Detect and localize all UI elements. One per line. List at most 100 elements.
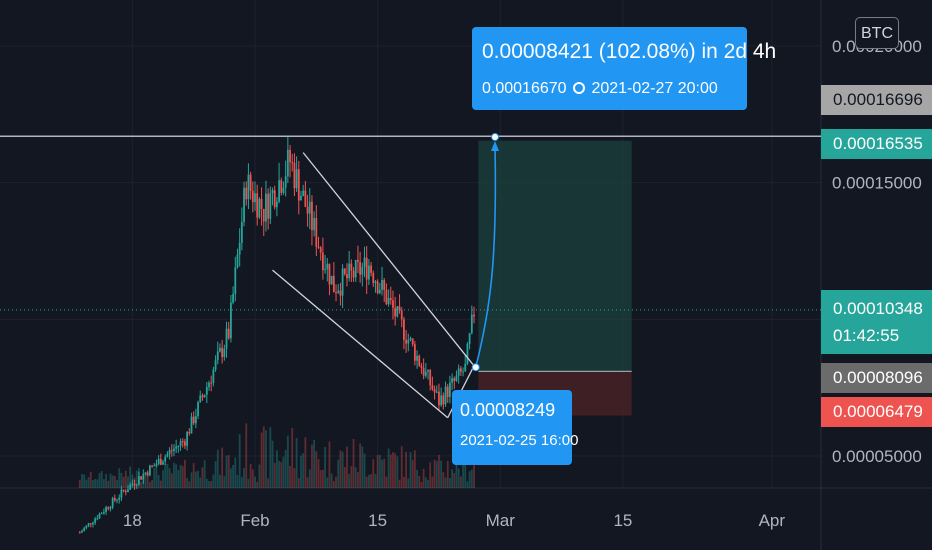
volume-bar: [85, 479, 88, 488]
volume-bar: [387, 448, 390, 488]
volume-bar: [116, 480, 118, 488]
volume-bar: [400, 446, 403, 488]
candle: [192, 416, 195, 424]
candle: [173, 448, 175, 452]
candle: [243, 187, 245, 222]
volume-bar: [370, 474, 372, 488]
candle: [267, 193, 270, 219]
candle: [184, 441, 186, 446]
volume-bar: [337, 459, 340, 488]
candle: [409, 338, 412, 340]
volume-bar: [339, 450, 342, 488]
volume-bar: [352, 439, 355, 488]
volume-bar: [214, 461, 217, 488]
volume-bar: [107, 480, 110, 488]
volume-bar: [129, 466, 132, 488]
volume-bar: [431, 476, 434, 488]
candle: [269, 193, 272, 219]
candle: [418, 355, 421, 366]
volume-bar: [286, 435, 289, 488]
volume-bar: [304, 437, 307, 488]
price-tag-value: 0.00010348: [833, 299, 923, 318]
volume-bar: [457, 468, 460, 488]
volume-bar: [111, 475, 114, 488]
candle: [396, 306, 399, 317]
candle: [278, 180, 280, 202]
volume-bar: [267, 478, 270, 488]
volume-bar: [170, 473, 173, 488]
time-axis: 18 Feb 15 Mar 15 Apr: [123, 511, 786, 530]
candle: [181, 441, 184, 443]
volume-bar: [221, 447, 224, 488]
projection-end-dot: [491, 133, 500, 142]
volume-bar: [444, 477, 447, 488]
candle: [155, 463, 158, 466]
volume-bar: [205, 478, 208, 488]
volume-bar: [378, 454, 381, 488]
candle: [162, 461, 164, 465]
volume-bar: [216, 449, 219, 488]
candle: [273, 190, 276, 208]
volume-bar: [427, 479, 429, 488]
volume-bar: [289, 465, 291, 488]
candle: [385, 289, 388, 305]
candle: [451, 378, 453, 383]
profit-zone: [478, 140, 632, 372]
symbol-button[interactable]: BTC: [855, 17, 899, 49]
candle: [328, 263, 331, 285]
volume-bar: [315, 451, 318, 488]
volume-bar: [324, 446, 326, 488]
target-meta: 0.00016670 2021-02-27 20:00: [482, 80, 718, 98]
target-callout[interactable]: 0.00008421 (102.08%) in 2d 4h 0.00016670…: [472, 27, 776, 110]
price-tag-value: 0.00016535: [833, 134, 923, 153]
entry-callout[interactable]: 0.00008249 2021-02-25 16:00: [452, 390, 578, 465]
candle: [282, 187, 285, 193]
candle: [157, 458, 160, 464]
volume-bar: [162, 470, 164, 488]
candle: [87, 523, 90, 526]
price-tag-value: 0.00006479: [833, 402, 923, 421]
volume-bar: [311, 444, 313, 488]
candle: [284, 176, 287, 188]
volume-bar: [87, 477, 90, 488]
candle: [293, 162, 296, 189]
candle: [291, 162, 294, 164]
volume-bar: [199, 477, 202, 488]
price-tag-current: 0.00010348 01:42:55: [821, 290, 932, 354]
price-tag-resistance: 0.00016696: [821, 85, 932, 115]
volume-bar: [280, 461, 283, 488]
candle: [422, 367, 425, 376]
candle: [468, 333, 471, 344]
wedge-upper-line: [302, 152, 475, 367]
volume-bar: [361, 446, 364, 488]
trend-drawings: [0, 133, 821, 419]
volume-bar: [109, 473, 112, 488]
candle: [111, 498, 114, 508]
volume-bar: [236, 475, 239, 488]
price-tag-value: 0.00008096: [833, 368, 923, 387]
time-tick-label: Mar: [486, 511, 516, 530]
volume-bar: [153, 467, 156, 488]
volume-bar: [78, 479, 81, 488]
volume-bar: [422, 468, 425, 488]
volume-bar: [455, 457, 458, 488]
volume-bar: [343, 467, 346, 488]
candle: [411, 338, 414, 345]
volume-bar: [470, 469, 473, 488]
candle: [438, 391, 440, 406]
candle: [225, 328, 228, 349]
candle: [433, 389, 436, 393]
volume-bar: [357, 472, 359, 488]
volume-bar: [245, 423, 248, 488]
volume-bar: [175, 464, 178, 488]
candle: [179, 441, 182, 446]
volume-bar: [181, 466, 184, 488]
candle: [227, 328, 230, 339]
volume-bar: [420, 481, 423, 488]
volume-bar: [306, 477, 309, 488]
projection-curve: [474, 147, 497, 368]
candle: [449, 382, 451, 397]
volume-bar: [166, 463, 169, 488]
volume-bar: [433, 459, 436, 488]
